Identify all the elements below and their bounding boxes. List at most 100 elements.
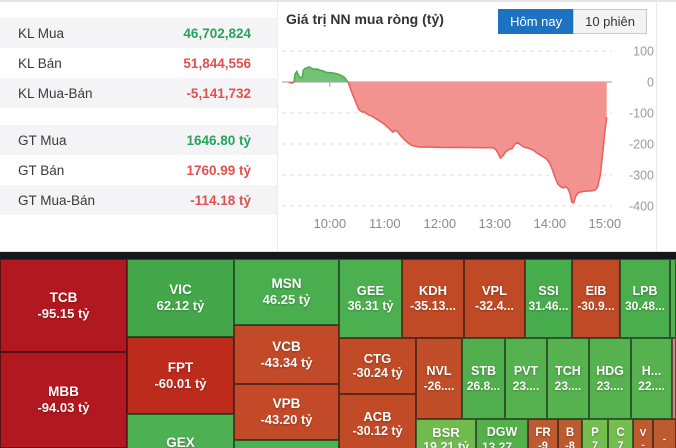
treemap-cell-hdg[interactable]: HDG 23.... bbox=[589, 338, 631, 419]
svg-text:-200: -200 bbox=[629, 138, 654, 152]
svg-text:-100: -100 bbox=[629, 107, 654, 121]
svg-text:13:00: 13:00 bbox=[479, 216, 512, 231]
treemap-cell-tcb[interactable]: TCB -95.15 tỷ bbox=[0, 259, 127, 352]
ticker-label: GEX bbox=[166, 434, 195, 448]
treemap-cell-vic[interactable]: VIC 62.12 tỷ bbox=[127, 259, 234, 337]
svg-text:-300: -300 bbox=[629, 169, 654, 183]
summary-row-0: KL Mua 46,702,824 bbox=[0, 18, 277, 48]
treemap-cell-unlabeled-24[interactable] bbox=[672, 338, 676, 419]
value-summary-group: GT Mua 1646.80 tỷ GT Bán 1760.99 tỷ GT Mua-B… bbox=[0, 125, 277, 215]
treemap-cell-msn[interactable]: MSN 46.25 tỷ bbox=[234, 259, 339, 325]
net-value-label: -35.13... bbox=[410, 298, 456, 313]
treemap-cell-pvt[interactable]: PVT 23.... bbox=[505, 338, 547, 419]
treemap-cell-dgw[interactable]: DGW 13.27... bbox=[476, 419, 528, 448]
treemap-cell-vpb[interactable]: VPB -43.20 tỷ bbox=[234, 384, 339, 440]
top-section: KL Mua 46,702,824 KL Bán 51,844,556 KL Mua-B… bbox=[0, 0, 676, 252]
summary-row-1: KL Bán 51,844,556 bbox=[0, 48, 277, 78]
treemap-cell-eib[interactable]: EIB -30.9... bbox=[572, 259, 620, 338]
summary-value: 46,702,824 bbox=[183, 25, 251, 41]
net-flow-summary-table: KL Mua 46,702,824 KL Bán 51,844,556 KL Mua-B… bbox=[0, 2, 278, 251]
ticker-label: TCB bbox=[49, 289, 78, 305]
treemap-cell-ssi[interactable]: SSI 31.46... bbox=[525, 259, 572, 338]
net-value-label: -43.34 tỷ bbox=[260, 354, 313, 370]
ticker-label: P bbox=[591, 426, 599, 439]
ticker-label: TCH bbox=[555, 363, 581, 378]
treemap-cell-fr[interactable]: FR -9 bbox=[528, 419, 558, 448]
ticker-label: BSR bbox=[432, 424, 460, 440]
ticker-label: B bbox=[565, 426, 575, 439]
net-value-label: 7 bbox=[617, 440, 624, 448]
net-value-label: -9 bbox=[538, 440, 548, 448]
net-value-label: 36.31 tỷ bbox=[347, 298, 394, 313]
net-value-label: -43.20 tỷ bbox=[260, 412, 313, 428]
treemap-cell-unlabeled-15[interactable] bbox=[670, 259, 676, 338]
foreign-flow-treemap: TCB -95.15 tỷ MBB -94.03 tỷ VIC 62.12 tỷ FPT -6… bbox=[0, 259, 676, 448]
treemap-cell-b[interactable]: B -8 bbox=[558, 419, 582, 448]
chart-title: Giá trị NN mua ròng (tỷ) bbox=[286, 11, 444, 27]
ten-sessions-button[interactable]: 10 phiên bbox=[573, 9, 647, 34]
treemap-cell-gex[interactable]: GEX bbox=[127, 414, 234, 448]
summary-label: KL Mua bbox=[18, 25, 65, 41]
treemap-cell-gee[interactable]: GEE 36.31 tỷ bbox=[339, 259, 402, 338]
chart-period-toggle: Hôm nay 10 phiên bbox=[498, 9, 647, 34]
summary-label: KL Mua-Bán bbox=[18, 85, 93, 101]
svg-text:14:00: 14:00 bbox=[534, 216, 567, 231]
net-value-label: - bbox=[641, 440, 645, 448]
net-value-label: 22.... bbox=[638, 378, 665, 393]
net-value-label: 19.21 tỷ bbox=[423, 440, 469, 448]
treemap-cell-nvl[interactable]: NVL -26.... bbox=[416, 338, 462, 419]
svg-text:10:00: 10:00 bbox=[314, 216, 347, 231]
treemap-cell-bsr[interactable]: BSR 19.21 tỷ bbox=[416, 419, 476, 448]
treemap-cell-stb[interactable]: STB 26.8... bbox=[462, 338, 505, 419]
net-value-label: -95.15 tỷ bbox=[37, 305, 90, 321]
net-value-area-chart: 100 0 -100 -200 -300 -400 10:00 11:00 12:00 13:00… bbox=[282, 45, 654, 231]
net-value-label: -26.... bbox=[423, 378, 455, 393]
ticker-label: MBB bbox=[48, 384, 79, 400]
treemap-cell-vcb[interactable]: VCB -43.34 tỷ bbox=[234, 325, 339, 384]
ticker-label: V bbox=[639, 428, 647, 439]
ticker-label: VCB bbox=[272, 338, 301, 354]
net-value-label: 23.... bbox=[554, 378, 582, 393]
svg-text:15:00: 15:00 bbox=[589, 216, 622, 231]
treemap-cell-vpl[interactable]: VPL -32.4... bbox=[464, 259, 525, 338]
treemap-cell-fpt[interactable]: FPT -60.01 tỷ bbox=[127, 337, 234, 414]
ticker-label: MSN bbox=[271, 276, 302, 292]
net-value-label: 30.48... bbox=[624, 298, 666, 313]
summary-value: -114.18 tỷ bbox=[190, 192, 251, 208]
treemap-cell-h[interactable]: H... 22.... bbox=[631, 338, 672, 419]
net-value-label: -30.12 tỷ bbox=[352, 424, 403, 439]
net-value-label: -94.03 tỷ bbox=[37, 400, 90, 416]
net-value-label: -32.4... bbox=[475, 298, 514, 313]
ticker-label: GEE bbox=[356, 283, 385, 299]
treemap-cell-acb[interactable]: ACB -30.12 tỷ bbox=[339, 394, 416, 448]
net-value-label: 46.25 tỷ bbox=[262, 292, 311, 308]
net-value-label: 62.12 tỷ bbox=[156, 298, 205, 314]
treemap-cell-unlabeled-8[interactable] bbox=[234, 440, 339, 448]
net-value-label: -30.24 tỷ bbox=[352, 366, 403, 381]
volume-summary-group: KL Mua 46,702,824 KL Bán 51,844,556 KL Mua-B… bbox=[0, 18, 277, 108]
net-value-label: - bbox=[662, 434, 667, 445]
svg-text:100: 100 bbox=[633, 45, 654, 59]
section-divider bbox=[0, 252, 676, 259]
summary-value: 1646.80 tỷ bbox=[186, 132, 251, 148]
svg-text:0: 0 bbox=[647, 76, 654, 90]
summary-label: GT Mua bbox=[18, 132, 67, 148]
today-button[interactable]: Hôm nay bbox=[498, 9, 575, 34]
treemap-cell-lpb[interactable]: LPB 30.48... bbox=[620, 259, 670, 338]
ticker-label: EIB bbox=[585, 283, 607, 298]
treemap-cell-kdh[interactable]: KDH -35.13... bbox=[402, 259, 464, 338]
ticker-label: C bbox=[616, 426, 625, 439]
treemap-cell-v[interactable]: V- bbox=[633, 419, 653, 448]
treemap-cell-unlabeled-32[interactable]: - bbox=[653, 419, 676, 448]
summary-value: 1760.99 tỷ bbox=[186, 162, 251, 178]
ticker-label: LPB bbox=[632, 283, 658, 298]
treemap-cell-ctg[interactable]: CTG -30.24 tỷ bbox=[339, 338, 416, 394]
treemap-cell-tch[interactable]: TCH 23.... bbox=[547, 338, 589, 419]
foreign-net-value-panel: Giá trị NN mua ròng (tỷ) Hôm nay 10 phiê… bbox=[278, 2, 657, 251]
svg-text:11:00: 11:00 bbox=[369, 216, 401, 231]
ticker-label: HDG bbox=[596, 363, 624, 378]
treemap-cell-mbb[interactable]: MBB -94.03 tỷ bbox=[0, 352, 127, 448]
net-value-label: 23.... bbox=[512, 378, 540, 393]
